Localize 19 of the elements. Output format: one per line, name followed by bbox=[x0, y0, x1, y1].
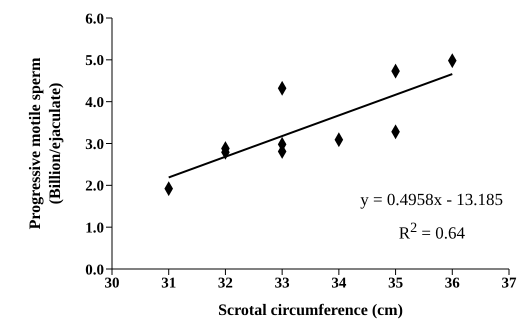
y-tick-label: 3.0 bbox=[85, 136, 104, 153]
y-tick-label: 1.0 bbox=[85, 220, 104, 236]
x-tick-label: 31 bbox=[161, 276, 176, 292]
y-tick-label: 2.0 bbox=[85, 178, 104, 195]
y-tick-label: 5.0 bbox=[85, 53, 104, 70]
y-tick-label: 0.0 bbox=[85, 262, 104, 278]
y-axis-title: Progressive motile sperm (Billion/ejaculate) bbox=[27, 56, 64, 230]
x-axis-title: Scrotal circumference (cm) bbox=[218, 302, 403, 319]
y-tick-label: 6.0 bbox=[85, 11, 104, 28]
y-tick-label: 4.0 bbox=[85, 94, 104, 111]
x-tick-label: 33 bbox=[274, 276, 290, 292]
x-tick-label: 30 bbox=[104, 276, 120, 292]
equation-text: y = 0.4958x - 13.185 bbox=[360, 190, 503, 210]
x-tick-label: 36 bbox=[444, 276, 460, 292]
x-tick-label: 34 bbox=[331, 276, 347, 292]
x-tick-label: 32 bbox=[218, 276, 233, 292]
equation-text: R$^{2}$ = 0.64 bbox=[398, 220, 465, 244]
x-tick-label: 37 bbox=[502, 276, 517, 292]
x-tick-label: 35 bbox=[388, 276, 404, 292]
